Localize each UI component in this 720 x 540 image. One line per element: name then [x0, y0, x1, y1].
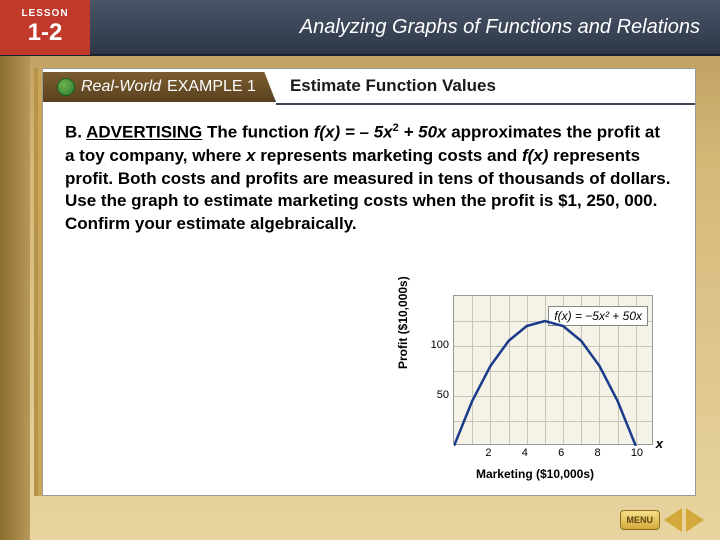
footer-nav: MENU [620, 508, 705, 532]
page-title: Analyzing Graphs of Functions and Relati… [90, 16, 720, 39]
x-axis-label: Marketing ($10,000s) [476, 467, 594, 481]
x-tick: 8 [594, 447, 600, 459]
problem-text: B. ADVERTISING The function f(x) = – 5x2… [43, 105, 695, 236]
left-rail [0, 56, 30, 540]
var-x: x [246, 146, 255, 165]
header-bar: LESSON 1-2 Analyzing Graphs of Functions… [0, 0, 720, 56]
t1: The function [202, 123, 313, 142]
example-subtitle: Estimate Function Values [276, 69, 695, 105]
badge-suffix: EXAMPLE 1 [167, 78, 256, 96]
x-tick: 6 [558, 447, 564, 459]
curve-line [454, 296, 654, 446]
lesson-badge: LESSON 1-2 [0, 0, 90, 55]
example-badge: Real-World EXAMPLE 1 [43, 72, 276, 102]
y-tick: 50 [437, 389, 449, 401]
fn-def2: + 50x [399, 123, 447, 142]
prev-button[interactable] [664, 508, 682, 532]
content-panel: Real-World EXAMPLE 1 Estimate Function V… [42, 68, 696, 496]
example-bar: Real-World EXAMPLE 1 Estimate Function V… [43, 69, 695, 105]
lesson-number: 1-2 [28, 19, 63, 47]
x-var: x [656, 436, 663, 451]
var-fx: f(x) [522, 146, 548, 165]
problem-topic: ADVERTISING [86, 123, 202, 142]
fn-def: f(x) = – 5x [314, 123, 393, 142]
y-tick: 100 [431, 339, 449, 351]
x-tick: 2 [485, 447, 491, 459]
problem-prefix: B. [65, 123, 86, 142]
badge-prefix: Real-World [81, 78, 161, 96]
y-axis-label: Profit ($10,000s) [396, 276, 410, 369]
x-tick: 10 [631, 447, 643, 459]
next-button[interactable] [686, 508, 704, 532]
chart: Profit ($10,000s) Marketing ($10,000s) y… [405, 287, 665, 477]
menu-button[interactable]: MENU [620, 510, 661, 530]
globe-icon [57, 78, 75, 96]
plot-area: f(x) = −5x² + 50x [453, 295, 653, 445]
t3: represents marketing costs and [256, 146, 522, 165]
lesson-label: LESSON [21, 8, 68, 19]
x-tick: 4 [522, 447, 528, 459]
